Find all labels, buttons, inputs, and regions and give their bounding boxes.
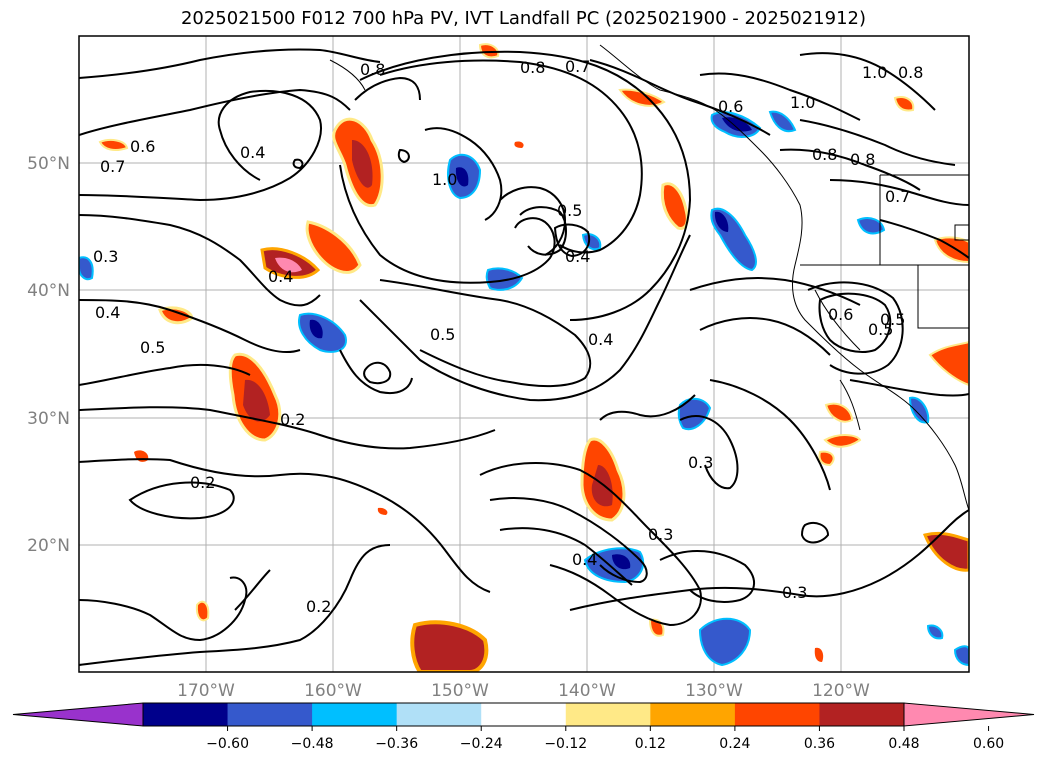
contour-label: 0.6 — [828, 305, 853, 324]
contour-label: 0.5 — [140, 338, 165, 357]
pv-contours — [79, 48, 969, 666]
colorbar-extend-low — [12, 702, 144, 727]
colorbar-tick-label: 0.60 — [973, 736, 1004, 752]
contour-label: 0.7 — [565, 57, 590, 76]
colorbar-segment — [312, 703, 398, 726]
colorbar: −0.60 −0.48 −0.36 −0.24 −0.12 0.12 0.24 0.36 0.4… — [12, 702, 1035, 752]
contour-label: 0.3 — [93, 247, 118, 266]
colorbar-tick-label: −0.12 — [544, 736, 587, 752]
contour-label: 0.2 — [280, 410, 305, 429]
contour-label: 0.5 — [430, 325, 455, 344]
plot-frame — [78, 35, 970, 673]
lon-label-160w: 160°W — [304, 681, 362, 701]
colorbar-segment — [396, 703, 482, 726]
ivt-positive-shading — [98, 43, 969, 672]
contour-label: 0.5 — [880, 310, 905, 329]
ivt-negative-shading — [79, 110, 969, 667]
coastlines — [329, 44, 969, 511]
lon-label-150w: 150°W — [431, 681, 489, 701]
contour-label: 0.6 — [130, 137, 155, 156]
colorbar-segment — [565, 703, 651, 726]
colorbar-extend-high — [903, 702, 1035, 727]
lat-label-30n: 30°N — [27, 409, 70, 429]
colorbar-segment — [734, 703, 820, 726]
colorbar-tick-label: 0.24 — [719, 736, 750, 752]
contour-label: 0.5 — [557, 201, 582, 220]
lon-label-120w: 120°W — [812, 681, 870, 701]
contour-label: 0.2 — [190, 473, 215, 492]
contour-label: 0.4 — [565, 247, 590, 266]
lon-label-130w: 130°W — [685, 681, 743, 701]
contour-label: 1.0 — [790, 93, 815, 112]
contour-label: 0.8 — [850, 150, 875, 169]
lat-label-50n: 50°N — [27, 154, 70, 174]
contour-label: 0.3 — [688, 453, 713, 472]
contour-labels: 0.8 0.7 0.8 1.0 0.8 1.0 0.6 0.8 0.8 0.7 … — [93, 57, 923, 616]
contour-label: 0.4 — [268, 267, 293, 286]
contour-label: 0.8 — [520, 58, 545, 77]
colorbar-tick-label: 0.36 — [804, 736, 835, 752]
lat-label-40n: 40°N — [27, 281, 70, 301]
contour-label: 0.8 — [812, 145, 837, 164]
contour-label: 0.5 — [868, 320, 893, 339]
colorbar-tick-label: −0.24 — [460, 736, 503, 752]
colorbar-segment — [481, 703, 567, 726]
colorbar-tick-label: 0.48 — [888, 736, 919, 752]
contour-label: 0.8 — [898, 63, 923, 82]
latitude-labels: 50°N 40°N 30°N 20°N — [27, 154, 70, 556]
colorbar-segment — [143, 703, 229, 726]
colorbar-segment — [650, 703, 736, 726]
contour-label: 0.7 — [100, 157, 125, 176]
lat-label-20n: 20°N — [27, 536, 70, 556]
contour-label: 1.0 — [432, 170, 457, 189]
contour-label: 0.2 — [306, 597, 331, 616]
contour-label: 0.4 — [572, 550, 597, 569]
contour-label: 1.0 — [862, 63, 887, 82]
contour-label: 0.7 — [885, 187, 910, 206]
contour-label: 0.4 — [95, 303, 120, 322]
lon-label-140w: 140°W — [558, 681, 616, 701]
contour-label: 0.3 — [782, 583, 807, 602]
colorbar-tick-label: −0.36 — [375, 736, 418, 752]
colorbar-segment — [819, 703, 905, 726]
contour-label: 0.4 — [240, 143, 265, 162]
colorbar-tick-label: 0.12 — [635, 736, 666, 752]
contour-label: 0.6 — [718, 97, 743, 116]
map-title: 2025021500 F012 700 hPa PV, IVT Landfall… — [180, 8, 867, 29]
colorbar-tick-label: −0.60 — [206, 736, 249, 752]
contour-label: 0.8 — [360, 60, 385, 79]
colorbar-segment — [227, 703, 313, 726]
plot-area — [79, 36, 969, 672]
lon-label-170w: 170°W — [177, 681, 235, 701]
colorbar-tick-label: −0.48 — [291, 736, 334, 752]
longitude-labels: 170°W 160°W 150°W 140°W 130°W 120°W — [177, 681, 870, 701]
contour-label: 0.3 — [648, 525, 673, 544]
contour-label: 0.4 — [588, 330, 613, 349]
